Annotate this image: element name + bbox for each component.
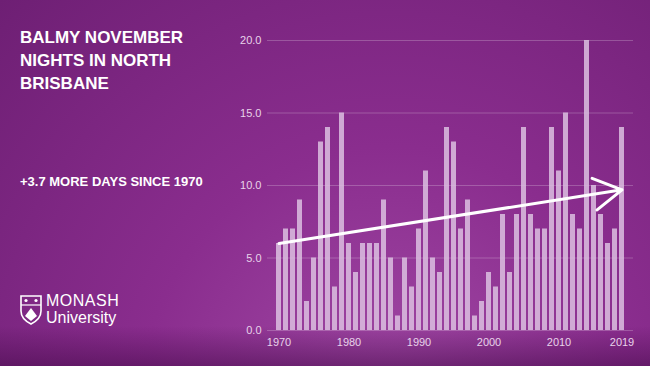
svg-text:1970: 1970 (267, 336, 291, 348)
svg-text:5.0: 5.0 (246, 252, 261, 264)
html-text:BALMY NOVEMBER NIGHTS IN NORTH: BALMY NOVEMBER NIGHTS IN NORTH BRISBANE (20, 28, 184, 93)
html-text:MONASH: MONASH (46, 292, 120, 309)
svg-text:2000: 2000 (477, 336, 501, 348)
svg-text:15.0: 15.0 (240, 107, 261, 119)
html-text:+3.7 MORE DAYS SINCE 1970: +3.7 MORE DAYS SINCE 1970 (20, 174, 203, 189)
svg-text:1980: 1980 (337, 336, 361, 348)
svg-text:20.0: 20.0 (240, 34, 261, 46)
svg-text:0.0: 0.0 (246, 324, 261, 336)
svg-text:2019: 2019 (610, 336, 634, 348)
svg-text:2010: 2010 (547, 336, 571, 348)
html-text:University: University (46, 309, 117, 326)
svg-text:1990: 1990 (407, 336, 431, 348)
svg-text:10.0: 10.0 (240, 179, 261, 191)
